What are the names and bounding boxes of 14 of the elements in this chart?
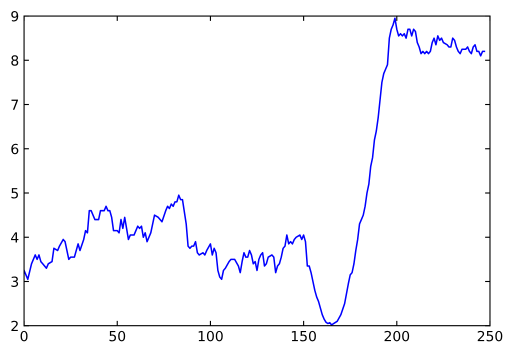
x-tick-label: 200 [384, 330, 410, 342]
y-tick-label: 5 [11, 188, 18, 198]
y-tick-label: 2 [11, 320, 18, 332]
y-tick-label: 3 [11, 276, 18, 287]
x-tick-label: 0 [20, 330, 28, 342]
x-tick-label: 150 [292, 330, 316, 342]
y-tick-label: 4 [11, 232, 18, 243]
x-tick-label: 100 [198, 330, 223, 342]
y-tick-label: 6 [11, 144, 18, 154]
x-tick-label: 250 [478, 330, 502, 342]
y-tick-label: 9 [11, 10, 18, 22]
y-tick-label: 8 [11, 55, 18, 66]
x-tick-label: 50 [109, 330, 126, 342]
y-tick-label: 7 [12, 100, 18, 110]
